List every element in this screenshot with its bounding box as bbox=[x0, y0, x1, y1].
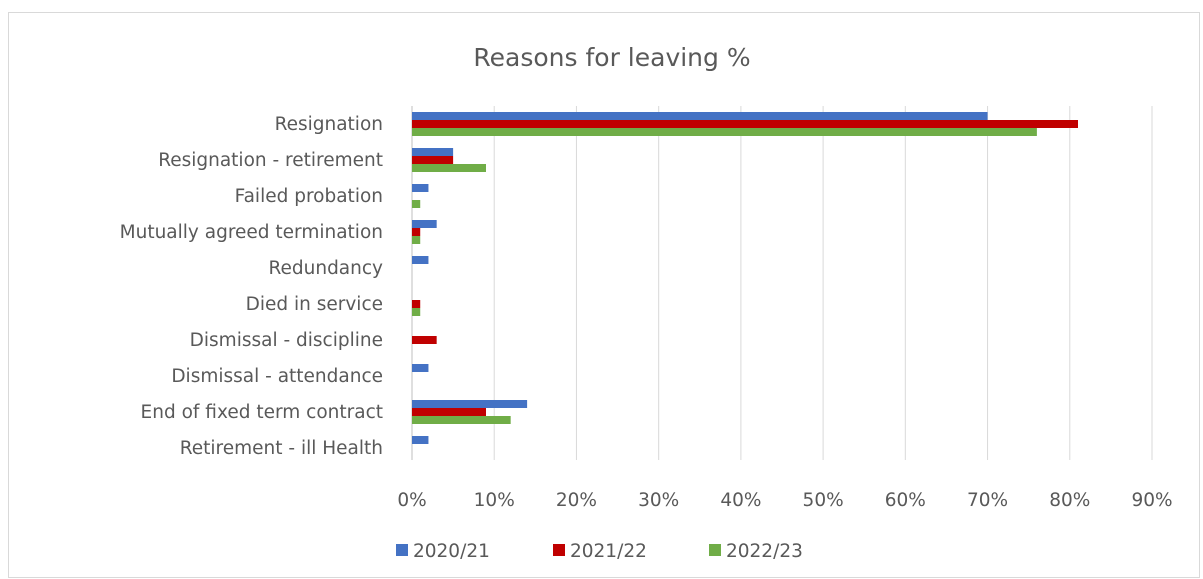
x-tick-label: 50% bbox=[803, 490, 844, 511]
x-tick-labels: 0% 10% 20% 30% 40% 50% 60% 70% 80% 90% bbox=[397, 490, 1172, 511]
category-label: Resignation bbox=[275, 114, 383, 135]
category-label: Dismissal - attendance bbox=[171, 366, 383, 387]
x-tick-label: 70% bbox=[967, 490, 1008, 511]
legend-label: 2022/23 bbox=[726, 541, 803, 562]
category-label: Failed probation bbox=[235, 186, 383, 207]
bar-2021-22 bbox=[412, 120, 1078, 128]
bar-2021-22 bbox=[412, 300, 421, 308]
bar-2021-22 bbox=[412, 156, 454, 164]
bar-2022-23 bbox=[412, 416, 511, 424]
x-tick-label: 90% bbox=[1131, 490, 1172, 511]
category-label: End of fixed term contract bbox=[141, 402, 383, 423]
bar-2020-21 bbox=[412, 436, 429, 444]
bar-2020-21 bbox=[412, 184, 429, 192]
category-label: Retirement - ill Health bbox=[180, 438, 383, 459]
bar-2022-23 bbox=[412, 236, 421, 244]
x-tick-label: 20% bbox=[556, 490, 597, 511]
category-labels: Resignation Resignation - retirement Faile… bbox=[120, 114, 383, 459]
chart-title: Reasons for leaving % bbox=[473, 43, 750, 72]
bar-2022-23 bbox=[412, 308, 421, 316]
category-label: Dismissal - discipline bbox=[190, 330, 383, 351]
x-tick-label: 0% bbox=[397, 490, 426, 511]
category-label: Redundancy bbox=[268, 258, 383, 279]
chart-frame bbox=[8, 12, 1200, 578]
bar-2021-22 bbox=[412, 228, 421, 236]
bar-2022-23 bbox=[412, 200, 421, 208]
x-tick-label: 30% bbox=[638, 490, 679, 511]
category-label: Died in service bbox=[246, 294, 383, 315]
bar-2022-23 bbox=[412, 164, 486, 172]
x-tick-label: 40% bbox=[720, 490, 761, 511]
legend-label: 2021/22 bbox=[570, 541, 647, 562]
category-label: Mutually agreed termination bbox=[120, 222, 383, 243]
bar-2020-21 bbox=[412, 112, 988, 120]
x-tick-label: 10% bbox=[474, 490, 515, 511]
legend-swatch bbox=[553, 544, 565, 556]
x-tick-label: 60% bbox=[885, 490, 926, 511]
bar-2020-21 bbox=[412, 256, 429, 264]
bar-2020-21 bbox=[412, 220, 437, 228]
bar-2020-21 bbox=[412, 364, 429, 372]
bar-2020-21 bbox=[412, 148, 454, 156]
category-label: Resignation - retirement bbox=[158, 150, 383, 171]
bars bbox=[412, 112, 1078, 444]
bar-2021-22 bbox=[412, 408, 486, 416]
legend: 2020/21 2021/22 2022/23 bbox=[396, 541, 803, 562]
bar-2022-23 bbox=[412, 128, 1037, 136]
x-tick-label: 80% bbox=[1049, 490, 1090, 511]
bar-2020-21 bbox=[412, 400, 528, 408]
legend-swatch bbox=[396, 544, 408, 556]
bar-2021-22 bbox=[412, 336, 437, 344]
legend-swatch bbox=[709, 544, 721, 556]
legend-label: 2020/21 bbox=[413, 541, 490, 562]
